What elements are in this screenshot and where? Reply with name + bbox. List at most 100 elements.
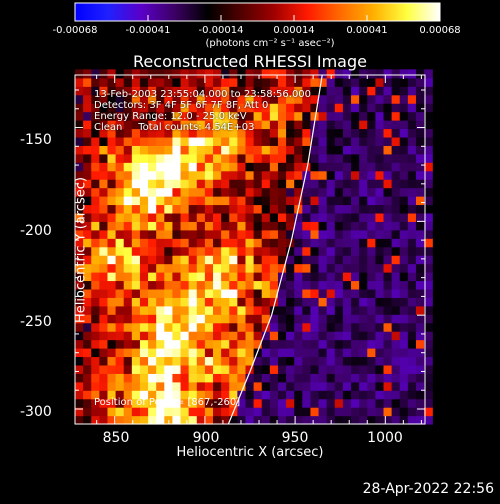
heatmap-cell [204,136,214,146]
heatmap-cell [318,77,328,87]
heatmap-cell [318,255,328,265]
heatmap-cell [253,297,263,307]
heatmap-cell [115,255,125,265]
heatmap-cell [180,407,190,417]
heatmap-cell [261,145,271,155]
heatmap-cell [318,196,328,206]
heatmap-cell [375,103,385,113]
heatmap-cell [156,94,165,104]
heatmap-cell [180,297,190,307]
heatmap-cell [383,120,393,130]
heatmap-cell [245,111,255,121]
heatmap-cell [148,381,157,391]
heatmap-cell [286,69,295,79]
heatmap-cell [221,398,230,408]
heatmap-cell [107,322,117,332]
heatmap-cell [83,86,92,96]
heatmap-cell [164,229,174,239]
time-range-text: 13-Feb-2003 23:55:04.000 to 23:58:56.000 [94,89,312,100]
heatmap-cell [107,398,117,408]
heatmap-cell [107,229,117,239]
heatmap-cell [148,356,157,366]
heatmap-cell [253,415,263,425]
heatmap-cell [294,255,303,265]
heatmap-cell [229,179,238,189]
heatmap-cell [164,322,174,332]
heatmap-cell [131,111,141,121]
heatmap-cell [399,238,409,248]
heatmap-cell [156,314,165,324]
heatmap-cell [107,77,117,87]
heatmap-cell [188,187,198,197]
heatmap-cell [180,381,190,391]
heatmap-cell [107,272,117,282]
heatmap-cell [253,373,263,383]
heatmap-cell [107,297,117,307]
heatmap-cell [172,212,182,222]
heatmap-cell [123,297,133,307]
heatmap-cell [424,305,433,315]
heatmap-cell [286,255,295,265]
heatmap-cell [407,373,417,383]
heatmap-cell [188,288,198,298]
heatmap-cell [75,111,84,121]
heatmap-cell [164,305,174,315]
heatmap-cell [204,153,214,163]
heatmap-cell [253,196,263,206]
heatmap-cell [172,187,182,197]
heatmap-cell [277,94,287,104]
heatmap-cell [156,255,165,265]
heatmap-cell [342,381,352,391]
heatmap-cell [424,162,433,172]
heatmap-cell [383,187,393,197]
heatmap-cell [277,204,287,214]
heatmap-cell [180,339,190,349]
heatmap-cell [213,255,222,265]
heatmap-cell [326,187,336,197]
heatmap-cell [204,398,214,408]
heatmap-cell [407,229,417,239]
heatmap-cell [261,398,271,408]
heatmap-cell [375,229,385,239]
heatmap-cell [204,364,214,374]
heatmap-cell [131,348,141,358]
heatmap-cell [318,86,328,96]
heatmap-cell [391,322,401,332]
heatmap-cell [115,263,125,273]
heatmap-cell [334,356,344,366]
heatmap-cell [383,162,393,172]
heatmap-cell [115,212,125,222]
heatmap-cell [367,170,376,180]
heatmap-cell [375,153,385,163]
heatmap-cell [237,103,247,113]
heatmap-cell [399,272,409,282]
heatmap-cell [310,145,320,155]
heatmap-cell [83,204,92,214]
heatmap-cell [383,305,393,315]
heatmap-cell [148,263,157,273]
heatmap-cell [391,179,401,189]
heatmap-cell [148,280,157,290]
heatmap-cell [375,204,385,214]
heatmap-cell [237,255,247,265]
heatmap-cell [123,381,133,391]
heatmap-cell [221,103,230,113]
heatmap-cell [123,204,133,214]
heatmap-cell [302,331,312,341]
heatmap-cell [245,145,255,155]
heatmap-cell [302,187,312,197]
heatmap-cell [91,415,100,425]
heatmap-cell [424,229,433,239]
heatmap-cell [221,170,230,180]
heatmap-cell [156,136,165,146]
heatmap-cell [196,263,206,273]
heatmap-cell [148,373,157,383]
heatmap-cell [424,263,433,273]
heatmap-cell [383,339,393,349]
heatmap-cell [424,398,433,408]
heatmap-cell [237,187,247,197]
heatmap-cell [172,246,182,256]
heatmap-cell [407,322,417,332]
heatmap-cell [342,111,352,121]
heatmap-cell [107,153,117,163]
